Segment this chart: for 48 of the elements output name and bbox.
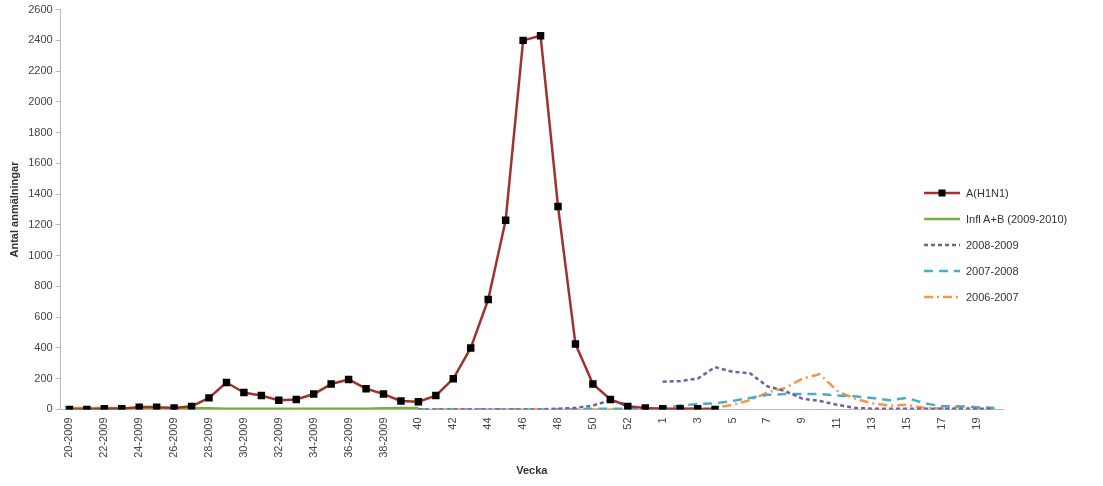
y-tick-label: 600: [34, 310, 53, 323]
x-tick-label: 44: [481, 417, 494, 430]
legend-label: Infl A+B (2009-2010): [966, 213, 1068, 225]
y-tick-label: 2200: [28, 64, 53, 77]
y-tick-label: 2400: [28, 33, 53, 46]
x-tick-label: 30-2009: [236, 417, 249, 458]
y-tick-label: 1000: [28, 248, 53, 261]
y-tick-label: 2600: [28, 2, 53, 15]
x-tick-label: 5: [725, 417, 738, 424]
x-tick-label: 20-2009: [62, 417, 75, 458]
x-tick-label: 24-2009: [132, 417, 145, 458]
y-tick-label: 200: [34, 371, 53, 384]
x-tick-label: 46: [516, 417, 529, 430]
y-axis-title: Antal anmälningar: [7, 160, 20, 258]
y-tick-label: 1800: [28, 125, 53, 138]
x-tick-label: 38-2009: [376, 417, 389, 458]
x-tick-label: 17: [934, 417, 947, 430]
x-tick-label: 22-2009: [97, 417, 110, 458]
x-tick-label: 34-2009: [306, 417, 319, 458]
legend-label: 2008-2009: [966, 239, 1019, 251]
legend-label: 2006-2007: [966, 291, 1019, 303]
y-tick-label: 800: [34, 279, 53, 292]
x-tick-label: 13: [865, 417, 878, 430]
x-tick-label: 1: [655, 417, 668, 424]
x-tick-label: 7: [760, 417, 773, 424]
y-tick-label: 1400: [28, 187, 53, 200]
x-tick-label: 15: [900, 417, 913, 430]
y-tick-label: 400: [34, 340, 53, 353]
x-tick-label: 26-2009: [167, 417, 180, 458]
x-tick-label: 42: [446, 417, 459, 430]
x-tick-label: 52: [620, 417, 633, 430]
y-tick-label: 1200: [28, 217, 53, 230]
x-tick-label: 36-2009: [341, 417, 354, 458]
x-tick-label: 48: [551, 417, 564, 430]
x-tick-label: 3: [690, 417, 703, 424]
y-tick-label: 1600: [28, 156, 53, 169]
x-tick-label: 19: [969, 417, 982, 430]
x-tick-label: 28-2009: [202, 417, 215, 458]
x-tick-label: 9: [795, 417, 808, 424]
x-tick-label: 11: [830, 417, 843, 429]
x-tick-label: 50: [585, 417, 598, 430]
x-tick-label: 40: [411, 417, 424, 430]
y-tick-label: 0: [46, 402, 53, 415]
legend-label: 2007-2008: [966, 265, 1019, 277]
x-tick-label: 32-2009: [271, 417, 284, 458]
legend-label: A(H1N1): [966, 187, 1009, 199]
x-axis-title: Vecka: [516, 464, 549, 477]
y-tick-label: 2000: [28, 94, 53, 107]
